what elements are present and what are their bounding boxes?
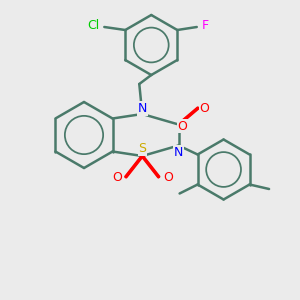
Text: O: O [200, 101, 210, 115]
Text: O: O [177, 119, 187, 133]
Text: N: N [174, 146, 183, 159]
Text: N: N [138, 102, 147, 115]
Text: O: O [163, 170, 173, 184]
Text: F: F [202, 19, 209, 32]
Text: O: O [112, 170, 122, 184]
Text: S: S [138, 142, 146, 155]
Text: Cl: Cl [88, 19, 100, 32]
